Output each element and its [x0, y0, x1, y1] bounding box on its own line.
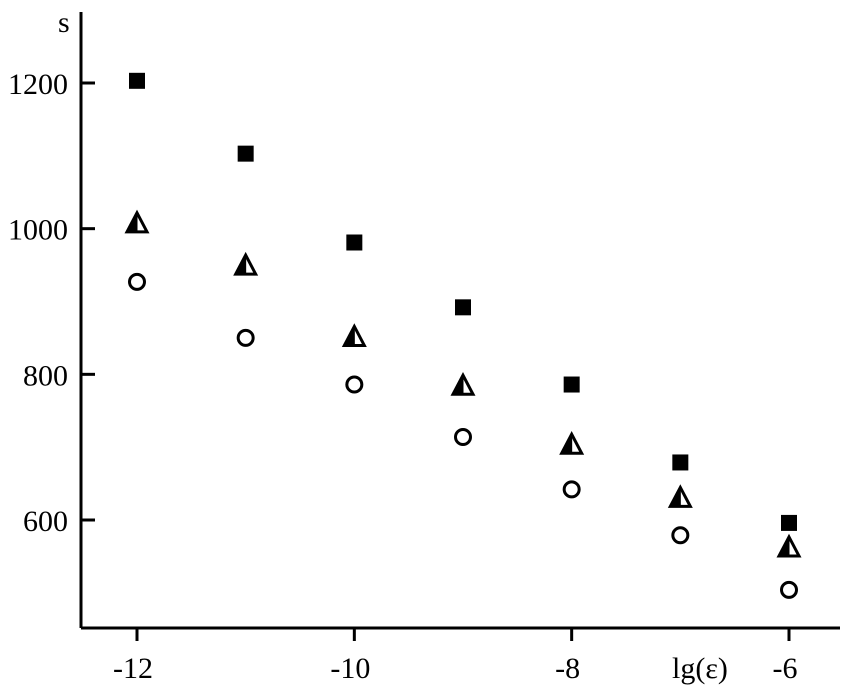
x-tick-label: -12: [113, 652, 153, 685]
square-point: [237, 145, 254, 162]
circle-point: [128, 272, 146, 291]
series-filled-square: [129, 72, 797, 531]
triangle-point: [124, 209, 150, 234]
series-half-filled-triangle: [124, 209, 802, 558]
square-point: [455, 299, 471, 316]
circle-point: [562, 480, 581, 499]
square-point: [346, 234, 363, 251]
y-axis-ticks: 600 800 1000 1200: [8, 68, 95, 538]
x-tick-label: -10: [330, 652, 370, 685]
square-point: [563, 376, 580, 393]
x-tick-label: -8: [555, 652, 580, 685]
triangle-point: [776, 533, 802, 558]
x-axis-ticks: -12 -10 -8 -6: [113, 628, 798, 685]
axes: [79, 12, 840, 630]
y-axis-title: s: [58, 6, 70, 39]
circle-point: [454, 427, 472, 446]
y-tick-label: 1000: [8, 214, 68, 247]
square-point: [129, 72, 145, 89]
triangle-point: [233, 251, 259, 276]
square-point: [672, 454, 689, 471]
series-open-circle: [128, 272, 798, 599]
triangle-point: [341, 323, 367, 347]
circle-point: [780, 580, 798, 599]
x-tick-label: -6: [773, 652, 798, 685]
triangle-point: [667, 484, 693, 508]
y-tick-label: 1200: [8, 68, 68, 101]
square-point: [781, 514, 797, 531]
y-tick-label: 600: [23, 505, 68, 538]
data-points: [124, 72, 802, 599]
x-axis-title: lg(ε): [672, 652, 728, 685]
circle-point: [671, 526, 690, 545]
triangle-point: [559, 431, 585, 455]
y-tick-label: 800: [23, 359, 68, 392]
circle-point: [236, 328, 255, 347]
circle-point: [345, 375, 364, 394]
triangle-point: [450, 372, 476, 396]
